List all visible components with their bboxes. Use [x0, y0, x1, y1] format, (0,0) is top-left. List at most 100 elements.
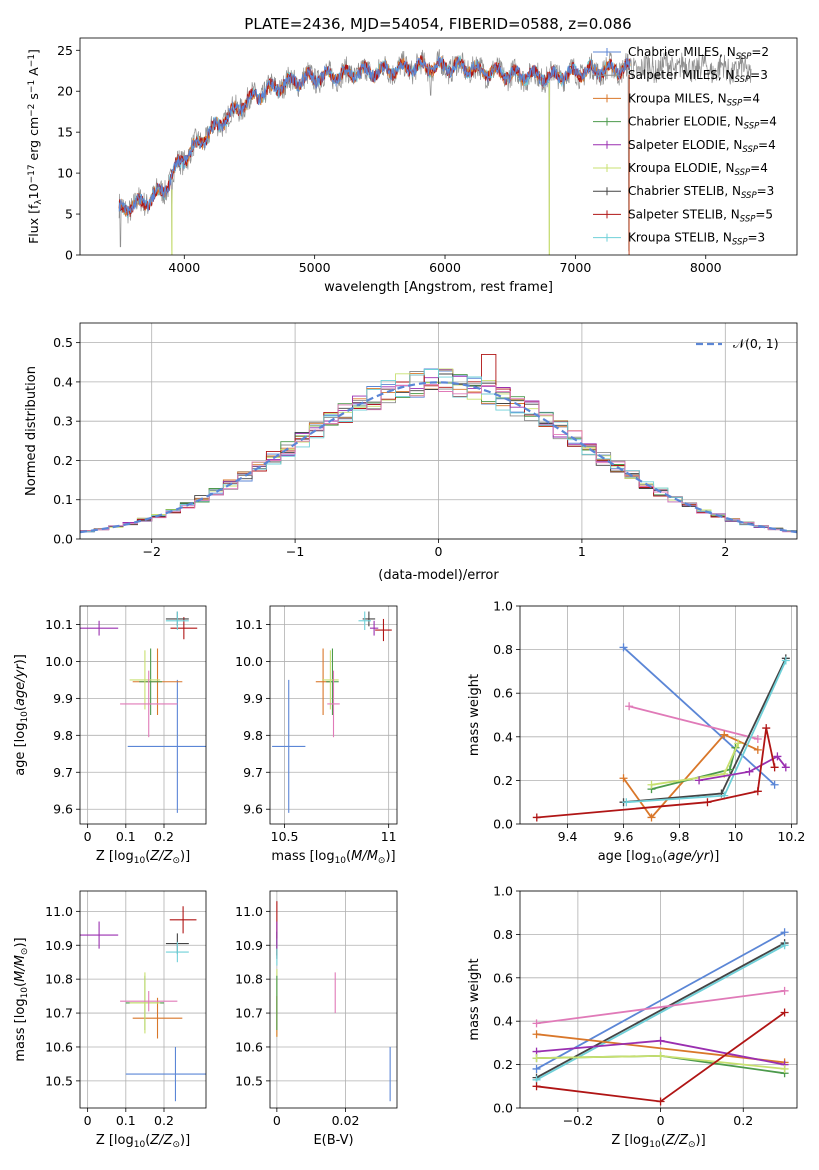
y-tick-label: 10.7	[45, 1006, 73, 1021]
mass-weight-line	[698, 755, 787, 782]
weight_vs_age-frame	[519, 605, 798, 825]
x-tick-label: 9.8	[670, 829, 690, 844]
mass-weight-marker	[780, 1008, 789, 1017]
y-tick-label: 0.2	[53, 453, 73, 468]
mass-weight-marker	[753, 745, 762, 754]
x-tick-label: 11	[381, 829, 397, 844]
mass-weight-marker	[532, 1030, 541, 1039]
y-tick-label: 0.2	[493, 773, 513, 788]
mass_vs_Z-plot-area	[80, 906, 206, 1102]
x-tick-label: 7000	[559, 260, 591, 275]
mass-weight-marker	[773, 752, 782, 761]
mass-weight-marker	[695, 776, 704, 785]
spectrum-legend: Chabrier MILES, NSSP=2 Salpeter MILES, NS…	[593, 45, 777, 248]
mass-weight-marker	[780, 941, 789, 950]
mass-weight-marker	[780, 1064, 789, 1073]
mass-weight-line	[622, 646, 776, 786]
y-axis-label: age [log10(age/yr)]	[13, 654, 30, 776]
error-point	[139, 648, 163, 715]
mass-weight-marker	[720, 730, 729, 739]
mass-weight-marker	[532, 1082, 541, 1091]
mass-weight-marker	[619, 774, 628, 783]
mass-weight-line	[536, 1033, 785, 1064]
mass-weight-marker	[656, 1097, 665, 1106]
x-tick-label: 0.2	[154, 829, 174, 844]
y-tick-label: 0.0	[53, 532, 73, 547]
x-tick-label: 0.2	[733, 1113, 753, 1128]
y-tick-label: 0.6	[493, 970, 513, 985]
legend-entry: Chabrier MILES, NSSP=2	[628, 45, 769, 62]
age_vs_mass-frame	[269, 605, 398, 825]
spectrum-line	[118, 55, 631, 217]
legend-entry: 𝒩(0, 1)	[733, 336, 779, 351]
age_vs_Z-panel: 0 0.1 0.2 9.6 9.7 9.8 9.9 10.0 10.1 Z [log10(Z/Z⊙…	[13, 605, 207, 866]
x-axis-label: age [log10(age/yr)]	[598, 849, 720, 866]
age_vs_Z-frame	[79, 605, 207, 825]
x-tick-label: 0	[657, 1113, 665, 1128]
figure-title: PLATE=2436, MJD=54054, FIBERID=0588, z=0…	[244, 15, 631, 33]
error-point	[120, 991, 178, 1012]
x-tick-label: 1	[578, 544, 586, 559]
x-tick-label: 0	[84, 1113, 92, 1128]
y-axis-label: Flux [fλ10−17 erg cm−2 s−1 A−1]	[26, 49, 44, 244]
mass-weight-line	[536, 989, 785, 1025]
y-tick-label: 25	[57, 43, 73, 58]
spectrum-frame	[79, 37, 798, 256]
y-tick-label: 0.8	[493, 642, 513, 657]
y-tick-label: 10.0	[235, 654, 263, 669]
y-tick-label: 15	[57, 125, 73, 140]
mass-weight-marker	[781, 656, 790, 665]
y-tick-label: 0.4	[53, 374, 73, 389]
x-tick-label: 9.4	[558, 829, 578, 844]
mass-weight-marker	[780, 928, 789, 937]
mass-weight-marker	[656, 1036, 665, 1045]
mass-weight-marker	[753, 787, 762, 796]
mass-weight-marker	[532, 1019, 541, 1028]
mass-weight-marker	[703, 798, 712, 807]
mass_vs_ebv-panel: 0 0.02 10.5 10.6 10.7 10.8 10.9 11.0 E(B-V)	[235, 890, 398, 1148]
y-axis-label: Normed distribution	[24, 366, 39, 496]
mass-weight-marker	[647, 813, 656, 822]
y-tick-label: 9.7	[53, 765, 73, 780]
y-tick-label: 9.9	[53, 691, 73, 706]
x-tick-label: 0	[84, 829, 92, 844]
error-point	[272, 679, 306, 813]
error-point	[120, 670, 178, 738]
y-tick-label: 0.2	[493, 1057, 513, 1072]
mass-weight-line	[628, 705, 759, 740]
x-axis-label: Z [log10(Z/Z⊙)]	[96, 849, 190, 866]
mass-weight-marker	[770, 763, 779, 772]
y-tick-label: 10	[57, 166, 73, 181]
y-tick-label: 0.0	[493, 817, 513, 832]
y-tick-label: 10.1	[235, 617, 263, 632]
mass-weight-marker	[745, 767, 754, 776]
mass_vs_Z-frame	[79, 890, 207, 1109]
y-tick-label: 10.9	[235, 938, 263, 953]
error-point	[375, 618, 392, 642]
legend-entry: Salpeter STELIB, NSSP=5	[628, 207, 773, 224]
mass-weight-marker	[619, 643, 628, 652]
normal-curve	[80, 381, 797, 534]
error-point	[129, 650, 161, 710]
y-tick-label: 11.0	[235, 904, 263, 919]
y-tick-label: 10.8	[45, 972, 73, 987]
x-axis-label: (data-model)/error	[378, 568, 499, 583]
y-tick-label: 9.7	[243, 765, 263, 780]
legend-entry: Kroupa MILES, NSSP=4	[628, 91, 760, 108]
y-tick-label: 9.8	[53, 728, 73, 743]
y-tick-label: 1.0	[493, 884, 513, 899]
mass-weight-marker	[753, 734, 762, 743]
y-tick-label: 0.3	[53, 414, 73, 429]
x-tick-label: 9.6	[614, 829, 634, 844]
y-tick-label: 10.9	[45, 938, 73, 953]
mass-weight-line	[622, 733, 759, 819]
x-tick-label: 10	[727, 829, 743, 844]
x-axis-label: mass [log10(M/M⊙)]	[271, 849, 395, 866]
legend-entry: Salpeter MILES, NSSP=3	[628, 68, 768, 85]
spectrum-plot-area	[118, 49, 752, 255]
mass-weight-marker	[780, 986, 789, 995]
y-tick-label: 10.6	[235, 1039, 263, 1054]
mass-weight-marker	[781, 763, 790, 772]
y-axis-label: mass [log10(M/M⊙)]	[13, 937, 30, 1061]
